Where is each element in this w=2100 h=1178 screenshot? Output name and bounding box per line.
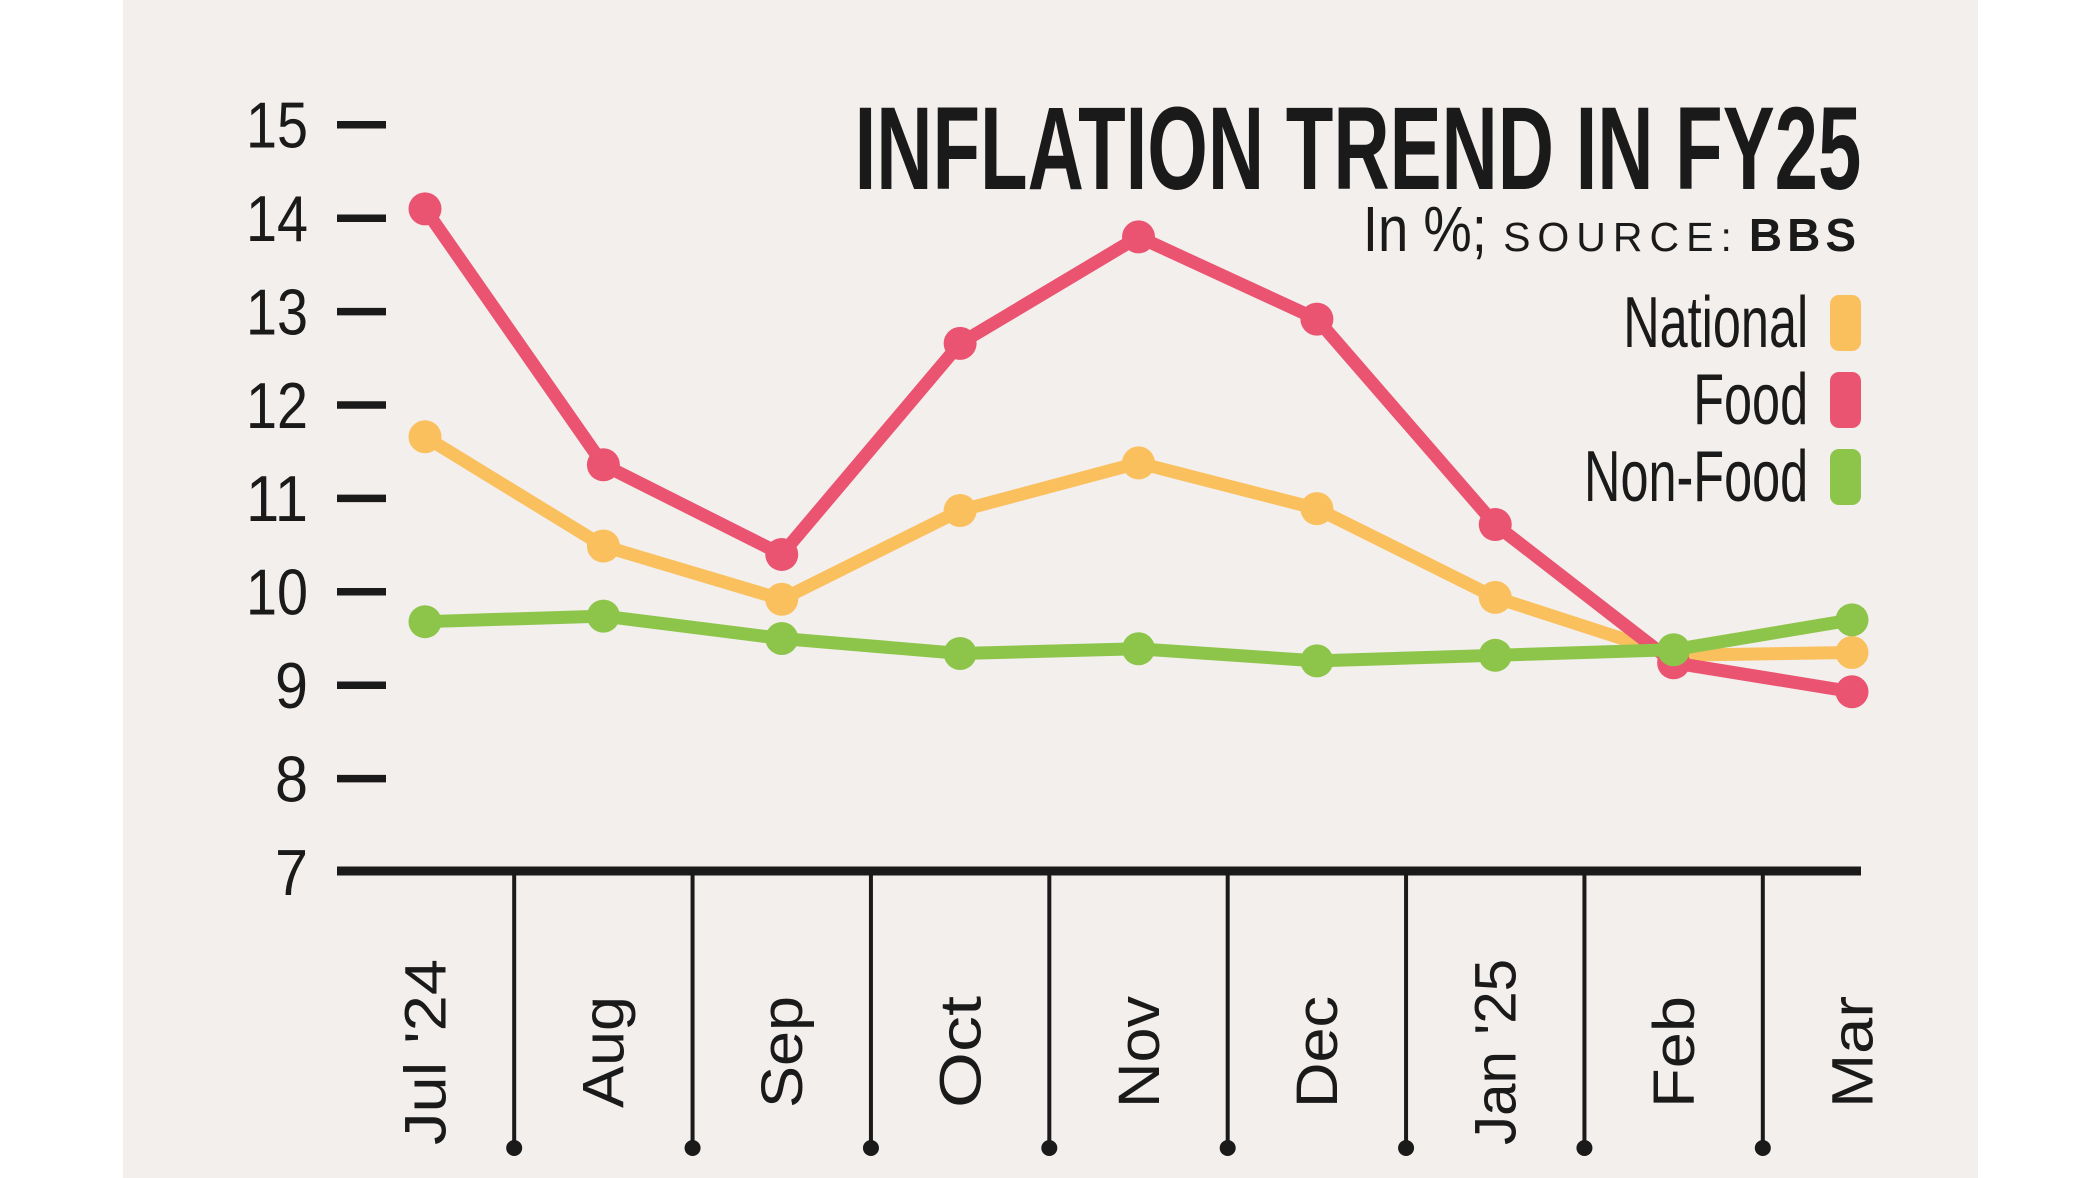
legend-label-food: Food — [1693, 359, 1808, 440]
chart-title: INFLATION TREND IN FY25 — [854, 83, 1861, 215]
svg-text:Feb: Feb — [1642, 996, 1707, 1108]
svg-text:10: 10 — [246, 556, 308, 629]
legend-swatch-food — [1830, 371, 1861, 428]
svg-text:Jan '25: Jan '25 — [1464, 959, 1529, 1145]
unit-label: In %; — [1363, 193, 1488, 265]
svg-text:Nov: Nov — [1107, 996, 1172, 1108]
chart-subtitle: In %; SOURCE: BBS — [1341, 192, 1861, 266]
svg-text:15: 15 — [246, 89, 308, 162]
svg-text:Sep: Sep — [750, 996, 815, 1108]
source-value: BBS — [1748, 209, 1861, 261]
legend-label-nonfood: Non-Food — [1583, 436, 1808, 517]
svg-text:8: 8 — [275, 742, 308, 815]
legend-swatch-national — [1830, 294, 1861, 351]
source-label: SOURCE: — [1503, 214, 1739, 260]
svg-text:Oct: Oct — [928, 996, 993, 1108]
legend-swatch-nonfood — [1830, 448, 1861, 505]
svg-text:Aug: Aug — [572, 996, 637, 1108]
legend-item-national: National — [1544, 282, 1861, 363]
legend-item-food: Food — [1644, 359, 1861, 440]
svg-text:Dec: Dec — [1285, 996, 1350, 1108]
svg-text:9: 9 — [275, 649, 308, 722]
legend: National Food Non-Food — [1488, 282, 1861, 517]
svg-text:13: 13 — [246, 275, 308, 348]
legend-item-nonfood: Non-Food — [1488, 436, 1861, 517]
svg-text:12: 12 — [246, 369, 308, 442]
svg-text:14: 14 — [246, 182, 308, 255]
svg-text:11: 11 — [246, 462, 308, 535]
svg-text:7: 7 — [275, 836, 308, 909]
svg-text:Mar: Mar — [1820, 996, 1885, 1108]
legend-label-national: National — [1623, 282, 1808, 363]
svg-text:Jul '24: Jul '24 — [393, 959, 458, 1145]
